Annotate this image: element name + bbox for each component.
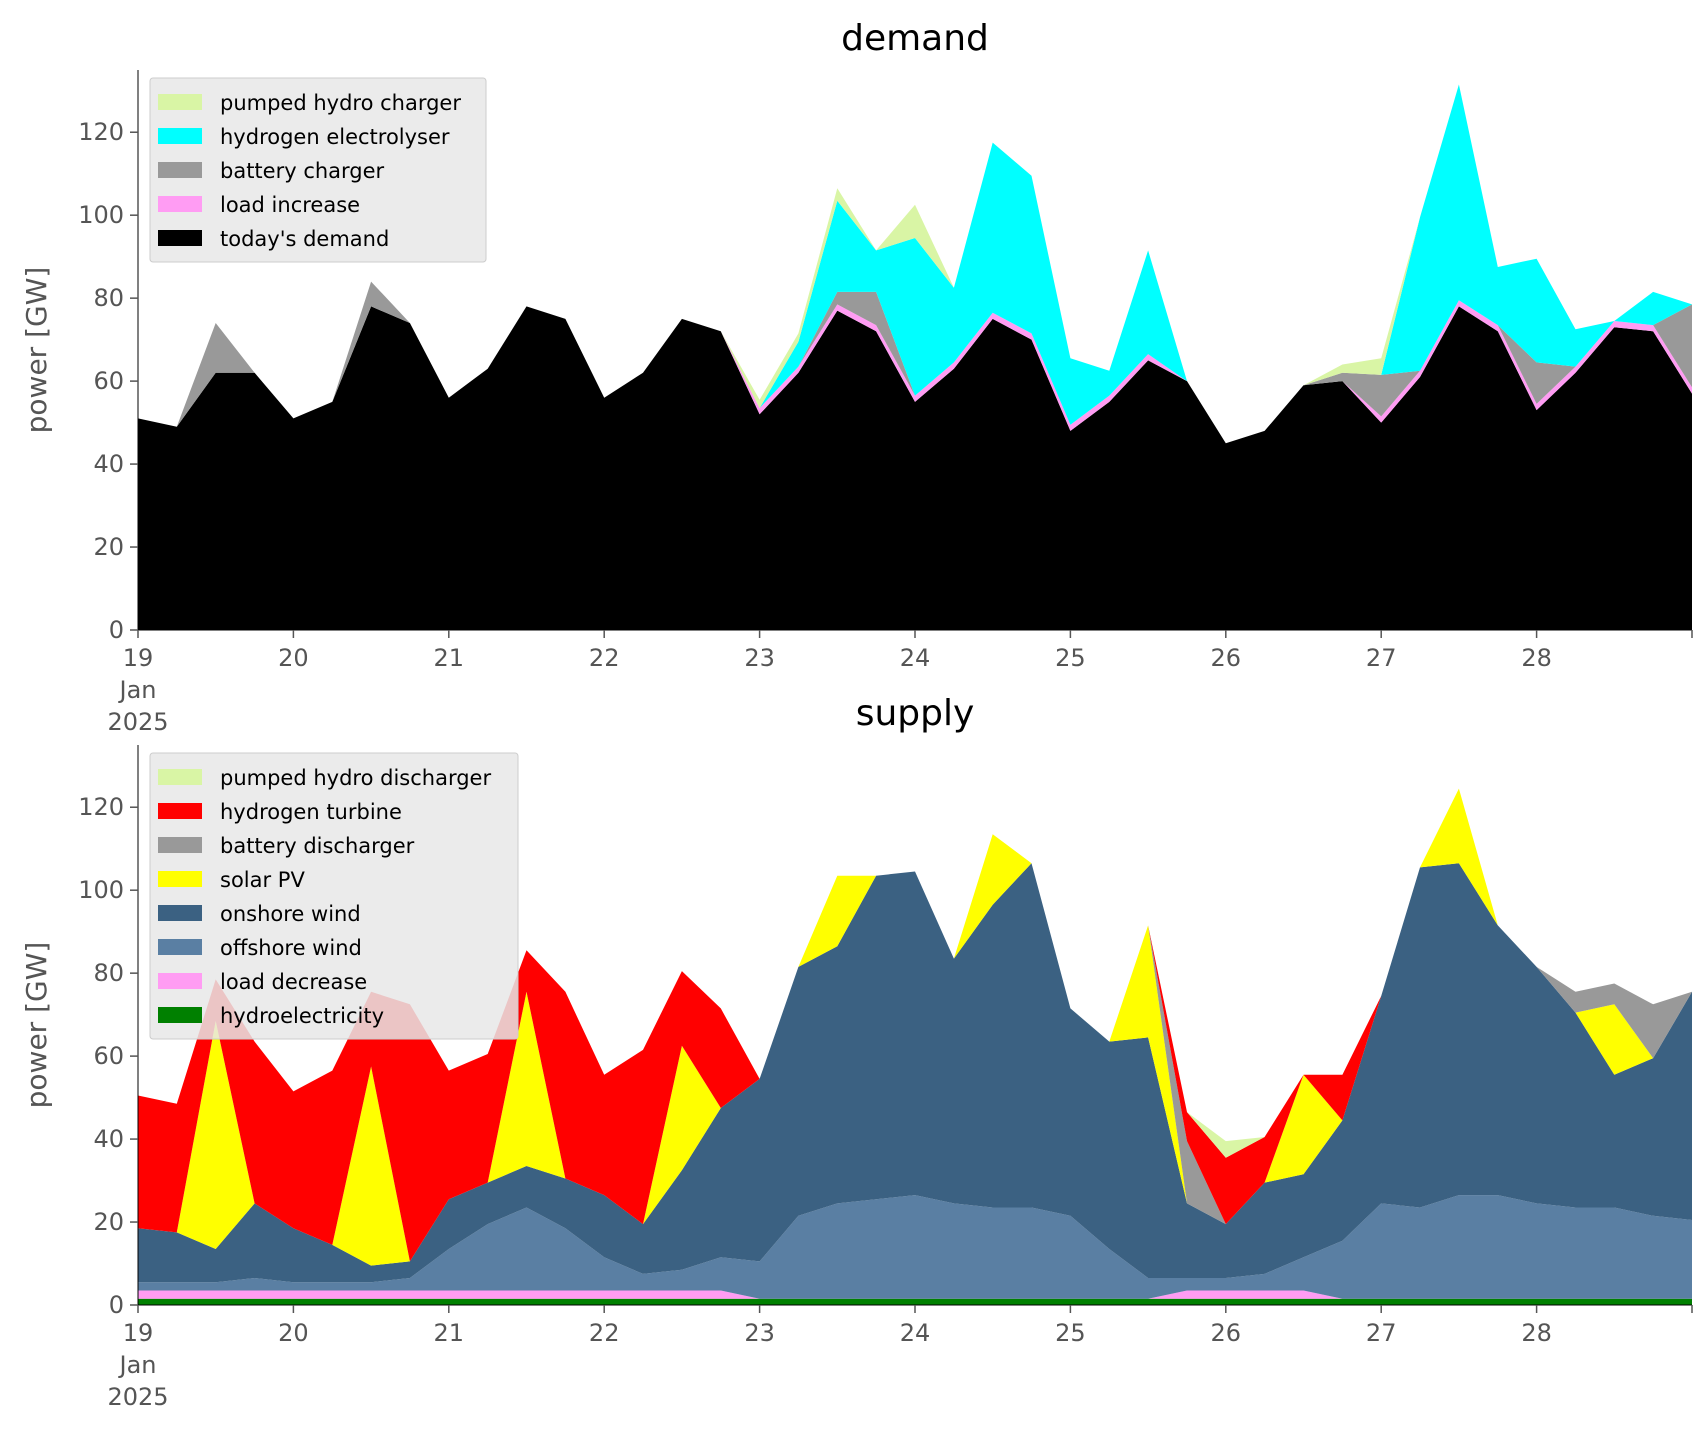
legend-swatch (158, 769, 202, 785)
y-tick-label: 60 (93, 1042, 124, 1070)
legend-label: today's demand (220, 227, 389, 251)
x-tick-label: 25 (1055, 1319, 1086, 1347)
legend-swatch (158, 871, 202, 887)
x-tick-label: 28 (1521, 1319, 1552, 1347)
chart-title: supply (856, 693, 975, 734)
x-tick-label: 20 (278, 644, 309, 672)
legend-swatch (158, 973, 202, 989)
x-tick-label: 25 (1055, 644, 1086, 672)
y-tick-label: 0 (109, 1291, 124, 1319)
y-tick-label: 60 (93, 367, 124, 395)
x-tick-label: 27 (1366, 644, 1397, 672)
y-tick-label: 80 (93, 959, 124, 987)
y-tick-label: 120 (78, 793, 124, 821)
legend-swatch (158, 837, 202, 853)
legend-label: solar PV (220, 868, 305, 892)
y-axis-label: power [GW] (20, 942, 53, 1109)
chart-supply: supply 0 20 40 60 80 100 120 power [GW] 19 20 21 22 2… (20, 693, 1693, 1411)
x-tick-label: 23 (744, 1319, 775, 1347)
area-offshore-wind (138, 1195, 1692, 1299)
x-tick-sublabel: 2025 (107, 1383, 168, 1411)
y-tick-label: 100 (78, 876, 124, 904)
legend-swatch (158, 905, 202, 921)
x-tick-label: 21 (434, 1319, 465, 1347)
y-axis-label: power [GW] (20, 267, 53, 434)
x-tick-sublabel: Jan (118, 676, 157, 704)
area-load-decrease (138, 1290, 1692, 1299)
x-tick-label: 20 (278, 1319, 309, 1347)
y-tick-label: 80 (93, 284, 124, 312)
legend-label: offshore wind (220, 936, 362, 960)
legend-label: load decrease (220, 970, 367, 994)
x-tick-label: 24 (900, 644, 931, 672)
x-tick-label: 21 (434, 644, 465, 672)
chart-title: demand (841, 18, 989, 59)
legend-label: hydrogen electrolyser (220, 125, 450, 149)
legend-swatch (158, 1007, 202, 1023)
legend-label: load increase (220, 193, 360, 217)
legend-label: pumped hydro charger (220, 91, 461, 115)
legend-swatch (158, 230, 202, 246)
legend: pumped hydro discharger hydrogen turbine b… (149, 752, 519, 1040)
y-tick-label: 40 (93, 1125, 124, 1153)
x-tick-sublabel: 2025 (107, 708, 168, 736)
x-tick-label: 22 (589, 644, 620, 672)
legend-swatch (158, 94, 202, 110)
legend-box (149, 752, 519, 1040)
x-tick-label: 22 (589, 1319, 620, 1347)
area-solar-pv (138, 788, 1692, 1266)
legend-swatch (158, 803, 202, 819)
y-tick-label: 40 (93, 450, 124, 478)
y-tick-label: 100 (78, 201, 124, 229)
legend-label: battery charger (220, 159, 385, 183)
legend-swatch (158, 162, 202, 178)
legend: pumped hydro charger hydrogen electrolyse… (149, 77, 487, 263)
x-tick-label: 19 (123, 644, 154, 672)
x-tick-label: 24 (900, 1319, 931, 1347)
x-tick-label: 26 (1211, 644, 1242, 672)
y-tick-label: 20 (93, 533, 124, 561)
x-tick-sublabel: Jan (118, 1351, 157, 1379)
area-onshore-wind (138, 863, 1692, 1283)
y-tick-label: 20 (93, 1208, 124, 1236)
x-tick-label: 26 (1211, 1319, 1242, 1347)
legend-swatch (158, 939, 202, 955)
x-tick-label: 27 (1366, 1319, 1397, 1347)
legend-swatch (158, 128, 202, 144)
legend-label: hydroelectricity (220, 1004, 384, 1028)
area-hydrogen-electrolyser (138, 84, 1692, 444)
x-tick-label: 19 (123, 1319, 154, 1347)
chart-demand: demand 0 20 40 60 80 100 120 power [GW] 19 20 21 22 2… (20, 18, 1693, 736)
legend-swatch (158, 196, 202, 212)
x-tick-label: 23 (744, 644, 775, 672)
y-tick-label: 120 (78, 118, 124, 146)
legend-label: pumped hydro discharger (220, 766, 491, 790)
legend-label: onshore wind (220, 902, 361, 926)
area-today-s-demand (138, 306, 1692, 630)
legend-label: battery discharger (220, 834, 415, 858)
legend-box (149, 77, 487, 263)
area-hydroelectricity (138, 1298, 1692, 1305)
x-tick-label: 28 (1521, 644, 1552, 672)
y-tick-label: 0 (109, 616, 124, 644)
area-hydrogen-turbine (138, 788, 1692, 1262)
legend-label: hydrogen turbine (220, 800, 402, 824)
